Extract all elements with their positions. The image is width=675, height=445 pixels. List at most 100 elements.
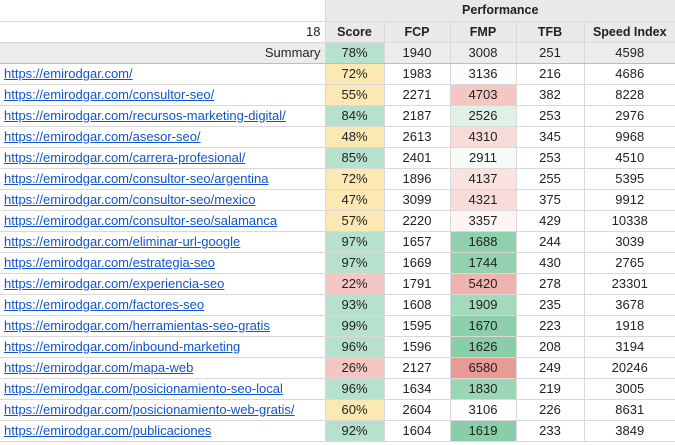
fcp-cell[interactable]: 2604	[384, 399, 451, 421]
score-cell[interactable]: 96%	[325, 336, 385, 358]
tfb-cell[interactable]: 253	[516, 147, 585, 169]
url-link[interactable]: https://emirodgar.com/posicionamiento-we…	[4, 401, 295, 417]
column-header-fmp[interactable]: FMP	[450, 21, 517, 43]
fmp-cell[interactable]: 4137	[450, 168, 517, 190]
fcp-cell[interactable]: 1604	[384, 420, 451, 442]
speed-index-cell[interactable]: 8631	[584, 399, 675, 421]
fmp-cell[interactable]: 1909	[450, 294, 517, 316]
fcp-cell[interactable]: 1596	[384, 336, 451, 358]
fmp-cell[interactable]: 4703	[450, 84, 517, 106]
score-cell[interactable]: 93%	[325, 294, 385, 316]
url-link[interactable]: https://emirodgar.com/herramientas-seo-g…	[4, 317, 270, 333]
url-cell[interactable]: https://emirodgar.com/mapa-web	[0, 357, 326, 379]
column-header-tfb[interactable]: TFB	[516, 21, 585, 43]
speed-index-cell[interactable]: 3039	[584, 231, 675, 253]
url-cell[interactable]: https://emirodgar.com/consultor-seo/mexi…	[0, 189, 326, 211]
column-header-score[interactable]: Score	[325, 21, 385, 43]
tfb-cell[interactable]: 208	[516, 336, 585, 358]
tfb-cell[interactable]: 219	[516, 378, 585, 400]
url-cell[interactable]: https://emirodgar.com/consultor-seo/arge…	[0, 168, 326, 190]
url-cell[interactable]: https://emirodgar.com/herramientas-seo-g…	[0, 315, 326, 337]
speed-index-cell[interactable]: 4686	[584, 63, 675, 85]
tfb-cell[interactable]: 216	[516, 63, 585, 85]
url-link[interactable]: https://emirodgar.com/consultor-seo/	[4, 86, 215, 102]
url-cell[interactable]: https://emirodgar.com/eliminar-url-googl…	[0, 231, 326, 253]
url-cell[interactable]: https://emirodgar.com/experiencia-seo	[0, 273, 326, 295]
score-cell[interactable]: 96%	[325, 378, 385, 400]
fmp-cell[interactable]: 1744	[450, 252, 517, 274]
url-link[interactable]: https://emirodgar.com/mapa-web	[4, 359, 194, 375]
tfb-cell[interactable]: 244	[516, 231, 585, 253]
tfb-cell[interactable]: 226	[516, 399, 585, 421]
tfb-cell[interactable]: 430	[516, 252, 585, 274]
score-cell[interactable]: 26%	[325, 357, 385, 379]
fmp-cell[interactable]: 4321	[450, 189, 517, 211]
url-cell[interactable]: https://emirodgar.com/posicionamiento-se…	[0, 378, 326, 400]
fmp-cell[interactable]: 1830	[450, 378, 517, 400]
fmp-cell[interactable]: 4310	[450, 126, 517, 148]
url-link[interactable]: https://emirodgar.com/asesor-seo/	[4, 128, 201, 144]
score-cell[interactable]: 72%	[325, 63, 385, 85]
score-cell[interactable]: 57%	[325, 210, 385, 232]
speed-index-cell[interactable]: 4510	[584, 147, 675, 169]
url-cell[interactable]: https://emirodgar.com/recursos-marketing…	[0, 105, 326, 127]
fcp-cell[interactable]: 2187	[384, 105, 451, 127]
url-cell[interactable]: https://emirodgar.com/factores-seo	[0, 294, 326, 316]
url-link[interactable]: https://emirodgar.com/inbound-marketing	[4, 338, 241, 354]
tfb-cell[interactable]: 249	[516, 357, 585, 379]
url-cell[interactable]: https://emirodgar.com/posicionamiento-we…	[0, 399, 326, 421]
fmp-cell[interactable]: 3106	[450, 399, 517, 421]
url-link[interactable]: https://emirodgar.com/consultor-seo/sala…	[4, 212, 278, 228]
tfb-cell[interactable]: 255	[516, 168, 585, 190]
row-count-cell[interactable]: 18	[0, 21, 326, 43]
speed-index-cell[interactable]: 1918	[584, 315, 675, 337]
tfb-cell[interactable]: 223	[516, 315, 585, 337]
column-header-fcp[interactable]: FCP	[384, 21, 451, 43]
fcp-cell[interactable]: 2220	[384, 210, 451, 232]
url-link[interactable]: https://emirodgar.com/consultor-seo/arge…	[4, 170, 269, 186]
tfb-cell[interactable]: 382	[516, 84, 585, 106]
summary-speed-index[interactable]: 4598	[584, 42, 675, 64]
score-cell[interactable]: 97%	[325, 252, 385, 274]
speed-index-cell[interactable]: 23301	[584, 273, 675, 295]
url-cell[interactable]: https://emirodgar.com/asesor-seo/	[0, 126, 326, 148]
url-link[interactable]: https://emirodgar.com/	[4, 65, 133, 81]
url-link[interactable]: https://emirodgar.com/posicionamiento-se…	[4, 380, 283, 396]
tfb-cell[interactable]: 375	[516, 189, 585, 211]
tfb-cell[interactable]: 233	[516, 420, 585, 442]
url-link[interactable]: https://emirodgar.com/factores-seo	[4, 296, 205, 312]
score-cell[interactable]: 72%	[325, 168, 385, 190]
score-cell[interactable]: 85%	[325, 147, 385, 169]
score-cell[interactable]: 48%	[325, 126, 385, 148]
url-cell[interactable]: https://emirodgar.com/consultor-seo/	[0, 84, 326, 106]
fmp-cell[interactable]: 3136	[450, 63, 517, 85]
fmp-cell[interactable]: 1619	[450, 420, 517, 442]
score-cell[interactable]: 47%	[325, 189, 385, 211]
fcp-cell[interactable]: 1608	[384, 294, 451, 316]
url-link[interactable]: https://emirodgar.com/publicaciones	[4, 422, 212, 438]
url-link[interactable]: https://emirodgar.com/consultor-seo/mexi…	[4, 191, 256, 207]
url-link[interactable]: https://emirodgar.com/estrategia-seo	[4, 254, 215, 270]
speed-index-cell[interactable]: 3194	[584, 336, 675, 358]
tfb-cell[interactable]: 278	[516, 273, 585, 295]
summary-fmp[interactable]: 3008	[450, 42, 517, 64]
fcp-cell[interactable]: 2401	[384, 147, 451, 169]
fcp-cell[interactable]: 3099	[384, 189, 451, 211]
speed-index-cell[interactable]: 3849	[584, 420, 675, 442]
summary-tfb[interactable]: 251	[516, 42, 585, 64]
fcp-cell[interactable]: 1669	[384, 252, 451, 274]
score-cell[interactable]: 84%	[325, 105, 385, 127]
speed-index-cell[interactable]: 8228	[584, 84, 675, 106]
fmp-cell[interactable]: 1688	[450, 231, 517, 253]
url-cell[interactable]: https://emirodgar.com/publicaciones	[0, 420, 326, 442]
speed-index-cell[interactable]: 5395	[584, 168, 675, 190]
fmp-cell[interactable]: 3357	[450, 210, 517, 232]
fmp-cell[interactable]: 2911	[450, 147, 517, 169]
summary-fcp[interactable]: 1940	[384, 42, 451, 64]
speed-index-cell[interactable]: 9912	[584, 189, 675, 211]
fmp-cell[interactable]: 1626	[450, 336, 517, 358]
speed-index-cell[interactable]: 9968	[584, 126, 675, 148]
fmp-cell[interactable]: 1670	[450, 315, 517, 337]
url-link[interactable]: https://emirodgar.com/experiencia-seo	[4, 275, 225, 291]
fmp-cell[interactable]: 6580	[450, 357, 517, 379]
